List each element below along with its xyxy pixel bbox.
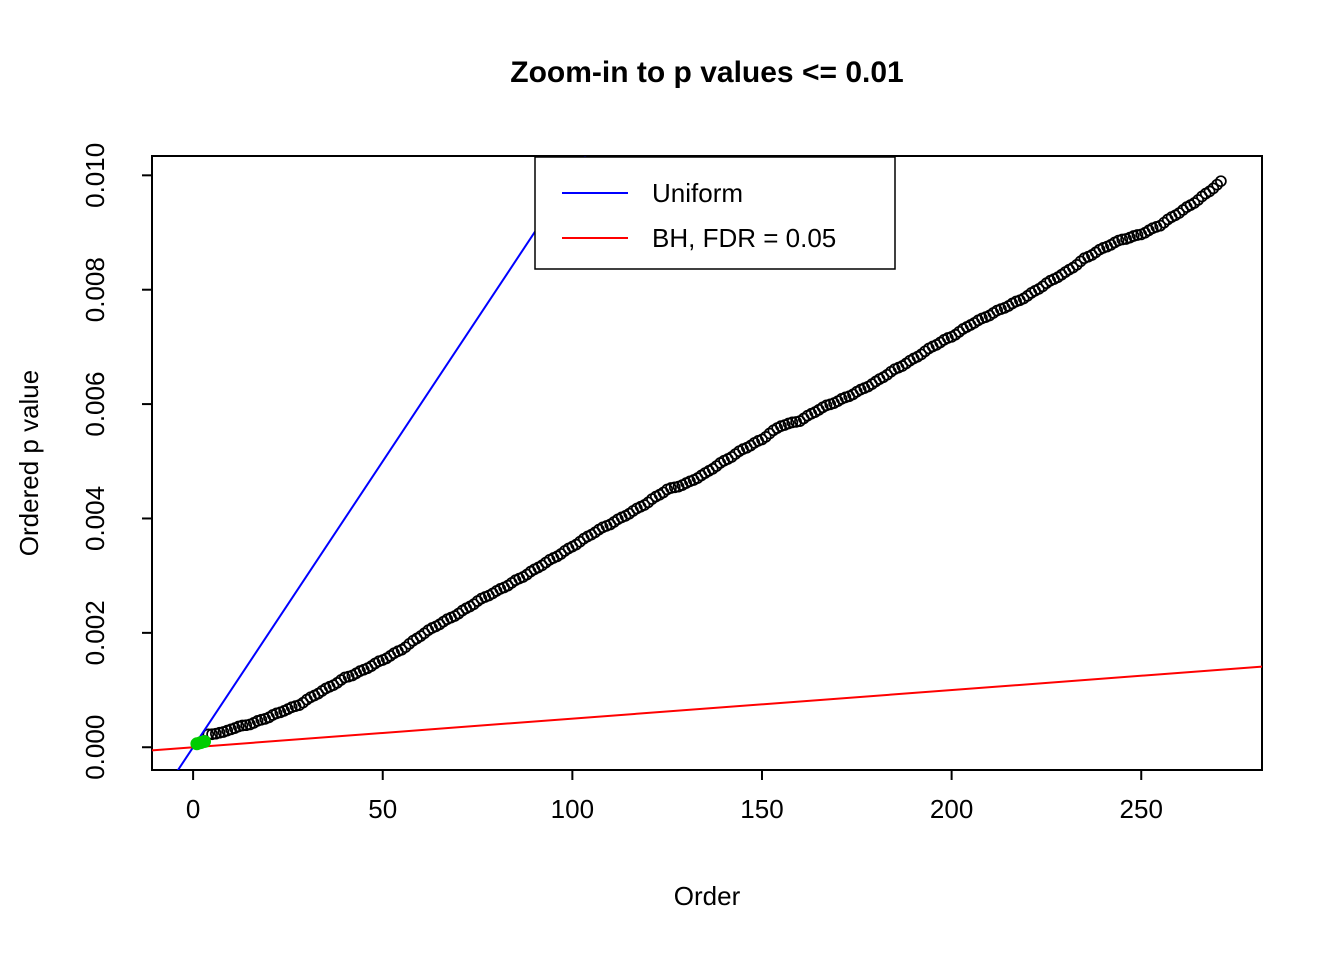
y-tick-label: 0.006 — [80, 372, 110, 437]
plot-border — [151, 155, 1263, 771]
chart-title: Zoom-in to p values <= 0.01 — [510, 56, 903, 89]
x-tick-label: 0 — [186, 794, 200, 824]
axis-ticks: 0 50 100 150 200 250 0.000 0.002 0.004 0.006 0.008… — [80, 143, 1163, 824]
x-tick-label: 200 — [930, 794, 973, 824]
y-tick-label: 0.002 — [80, 600, 110, 665]
uniform-line — [176, 156, 587, 770]
y-tick-label: 0.010 — [80, 143, 110, 208]
legend-label-uniform: Uniform — [652, 178, 743, 208]
x-tick-label: 50 — [368, 794, 397, 824]
scatter-point — [1116, 233, 1129, 246]
scatter-point — [786, 416, 799, 429]
x-axis-label: Order — [674, 881, 741, 911]
y-axis-label: Ordered p value — [14, 370, 44, 556]
x-tick-label: 100 — [551, 794, 594, 824]
y-tick-label: 0.008 — [80, 257, 110, 322]
scatter-point — [759, 430, 772, 443]
scatter-point — [1192, 194, 1204, 206]
y-tick-label: 0.004 — [80, 486, 110, 551]
legend-label-bh: BH, FDR = 0.05 — [652, 223, 836, 253]
significant-point — [197, 735, 211, 749]
x-tick-label: 250 — [1120, 794, 1163, 824]
bh-threshold-line — [152, 665, 1262, 752]
scatter-point — [1215, 175, 1227, 188]
scatter-point — [1070, 258, 1083, 271]
scatter-point — [399, 641, 412, 654]
x-tick-label: 150 — [740, 794, 783, 824]
legend-box — [534, 156, 896, 270]
scatter-point — [1211, 178, 1223, 191]
data-series — [152, 156, 1262, 770]
legend: Uniform BH, FDR = 0.05 — [534, 156, 896, 270]
scatter-point — [236, 719, 249, 732]
y-tick-label: 0.000 — [80, 715, 110, 780]
scatter-point — [1207, 182, 1220, 195]
